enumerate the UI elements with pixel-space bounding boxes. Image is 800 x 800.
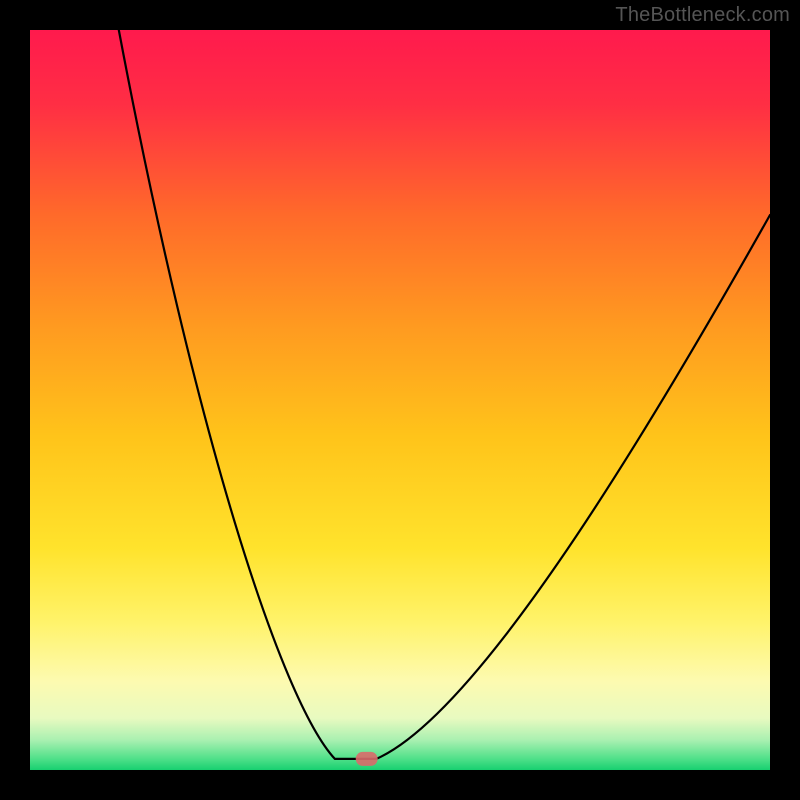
chart-svg <box>0 0 800 800</box>
watermark-text: TheBottleneck.com <box>615 4 790 27</box>
bottleneck-chart <box>0 0 800 800</box>
optimal-marker <box>356 752 378 766</box>
